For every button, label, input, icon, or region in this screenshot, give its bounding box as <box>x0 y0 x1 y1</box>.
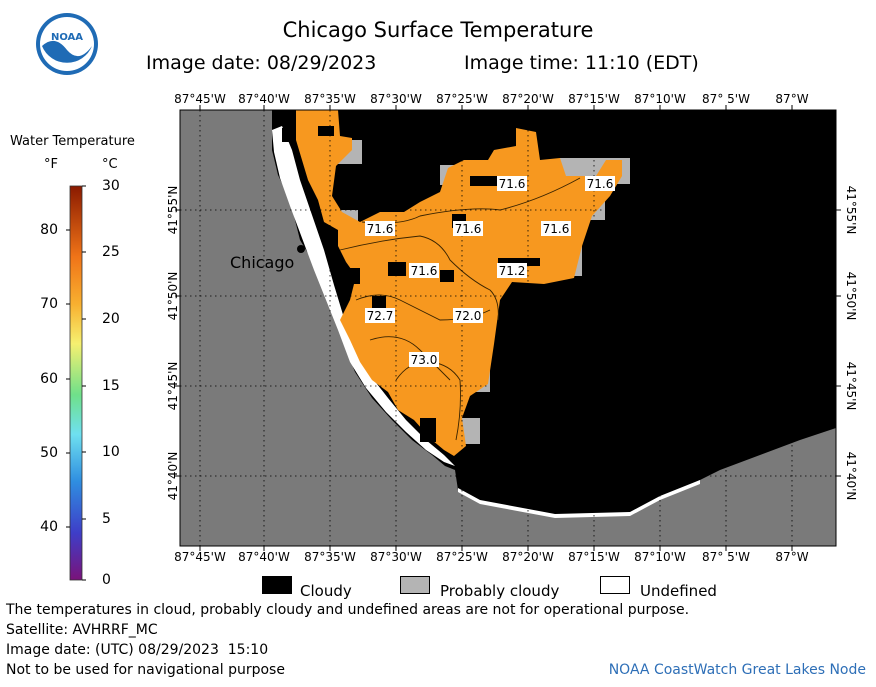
svg-text:72.7: 72.7 <box>367 309 394 323</box>
noaa-logo-icon: NOAA <box>36 13 98 75</box>
lon-label-bottom: 87°25'W <box>436 550 488 564</box>
utc-date-text: Image date: (UTC) 08/29/2023 15:10 <box>6 642 269 658</box>
lat-label-right: 41°40'N <box>844 451 858 501</box>
svg-text:71.6: 71.6 <box>499 177 526 191</box>
lon-label-bottom: 87°10'W <box>634 550 686 564</box>
lon-label-top: 87°45'W <box>174 92 226 106</box>
colorbar-c-tick: 25 <box>102 244 120 260</box>
svg-text:71.2: 71.2 <box>499 264 526 278</box>
undefined-strip <box>272 126 455 466</box>
svg-text:71.6: 71.6 <box>587 177 614 191</box>
undefined-swatch <box>600 576 630 594</box>
lat-label-left: 41°50'N <box>166 271 180 321</box>
probably-cloudy-swatch <box>400 576 430 594</box>
image-date: Image date: 08/29/2023 <box>146 52 377 74</box>
city-label-chicago: Chicago <box>230 253 295 272</box>
temperature-colorbar <box>66 185 86 581</box>
lon-label-top: 87°W <box>775 92 809 106</box>
lon-label-top: 87°35'W <box>304 92 356 106</box>
temperature-label: 71.6 <box>409 263 439 278</box>
lon-label-bottom: 87°15'W <box>568 550 620 564</box>
colorbar-c-tick: 15 <box>102 378 120 394</box>
disclaimer-text: The temperatures in cloud, probably clou… <box>6 602 690 618</box>
temperature-label: 71.6 <box>585 176 615 191</box>
lon-label-bottom: 87°45'W <box>174 550 226 564</box>
lon-label-top: 87°15'W <box>568 92 620 106</box>
satellite-text: Satellite: AVHRRF_MC <box>6 622 158 638</box>
svg-text:71.6: 71.6 <box>367 222 394 236</box>
colorbar-c-tick: 30 <box>102 178 120 194</box>
lat-label-right: 41°50'N <box>844 271 858 321</box>
unit-fahrenheit: °F <box>44 157 58 172</box>
colorbar-f-tick: 60 <box>40 371 58 387</box>
svg-text:71.6: 71.6 <box>543 222 570 236</box>
lat-label-left: 41°40'N <box>166 451 180 501</box>
land-west <box>180 110 836 546</box>
temperature-label: 73.0 <box>409 352 439 367</box>
logo-text: NOAA <box>51 32 83 43</box>
lon-label-top: 87°30'W <box>370 92 422 106</box>
unit-celsius: °C <box>102 157 118 172</box>
lon-label-top: 87°10'W <box>634 92 686 106</box>
temperature-label: 72.0 <box>453 308 483 323</box>
colorbar-title: Water Temperature <box>10 134 135 149</box>
temperature-label: 72.7 <box>365 308 395 323</box>
temperature-label: 71.6 <box>365 221 395 236</box>
colorbar-c-tick: 20 <box>102 311 120 327</box>
map-title: Chicago Surface Temperature <box>282 18 594 42</box>
temperature-label: 71.2 <box>497 263 527 278</box>
colorbar-f-tick: 40 <box>40 519 58 535</box>
lat-label-right: 41°55'N <box>844 185 858 235</box>
credit-link[interactable]: NOAA CoastWatch Great Lakes Node <box>608 662 866 678</box>
colorbar-c-tick: 10 <box>102 444 120 460</box>
image-time: Image time: 11:10 (EDT) <box>464 52 699 74</box>
colorbar-f-tick: 70 <box>40 296 58 312</box>
lat-label-left: 41°45'N <box>166 361 180 411</box>
colorbar-f-tick: 80 <box>40 222 58 238</box>
colorbar-f-tick: 50 <box>40 445 58 461</box>
lat-label-right: 41°45'N <box>844 361 858 411</box>
undefined-label: Undefined <box>640 582 717 600</box>
probably-cloudy-label: Probably cloudy <box>440 582 560 600</box>
lon-label-bottom: 87°40'W <box>238 550 290 564</box>
temperature-label: 71.6 <box>453 221 483 236</box>
colorbar-c-tick: 0 <box>102 572 111 588</box>
chicago-marker <box>297 245 305 253</box>
colorbar-c-tick: 5 <box>102 511 111 527</box>
lon-label-top: 87°25'W <box>436 92 488 106</box>
svg-text:71.6: 71.6 <box>411 264 438 278</box>
temperature-label: 71.6 <box>541 221 571 236</box>
cloudy-label: Cloudy <box>300 582 352 600</box>
lon-label-bottom: 87°35'W <box>304 550 356 564</box>
cloudy-swatch <box>262 576 292 594</box>
lon-label-top: 87°20'W <box>502 92 554 106</box>
lon-label-top: 87° 5'W <box>702 92 750 106</box>
lon-label-top: 87°40'W <box>238 92 290 106</box>
svg-text:72.0: 72.0 <box>455 309 482 323</box>
svg-text:71.6: 71.6 <box>455 222 482 236</box>
temperature-label: 71.6 <box>497 176 527 191</box>
svg-text:73.0: 73.0 <box>411 353 438 367</box>
lon-label-bottom: 87° 5'W <box>702 550 750 564</box>
navigation-warning: Not to be used for navigational purpose <box>6 662 285 678</box>
lat-label-left: 41°55'N <box>166 185 180 235</box>
lon-label-bottom: 87°30'W <box>370 550 422 564</box>
lon-label-bottom: 87°20'W <box>502 550 554 564</box>
lon-label-bottom: 87°W <box>775 550 809 564</box>
